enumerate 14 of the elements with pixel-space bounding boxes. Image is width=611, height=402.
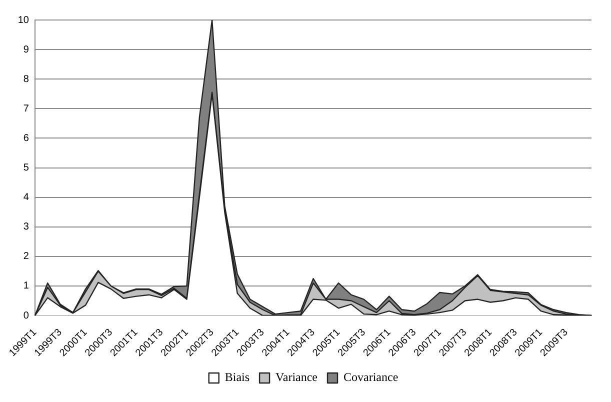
y-tick-label: 9 [23, 44, 30, 56]
y-tick-label: 0 [23, 310, 30, 322]
y-tick-label: 10 [18, 14, 30, 26]
legend-label: Variance [276, 370, 318, 384]
y-tick-label: 5 [23, 162, 30, 174]
y-tick-label: 1 [23, 280, 30, 292]
y-tick-label: 7 [23, 103, 30, 114]
y-tick-label: 8 [23, 74, 30, 85]
y-tick-label: 3 [23, 222, 30, 233]
y-tick-label: 2 [23, 251, 30, 262]
y-tick-label: 4 [23, 192, 30, 204]
legend-label: Covariance [344, 370, 398, 384]
legend-label: Biais [224, 370, 250, 384]
y-tick-label: 6 [23, 132, 30, 144]
